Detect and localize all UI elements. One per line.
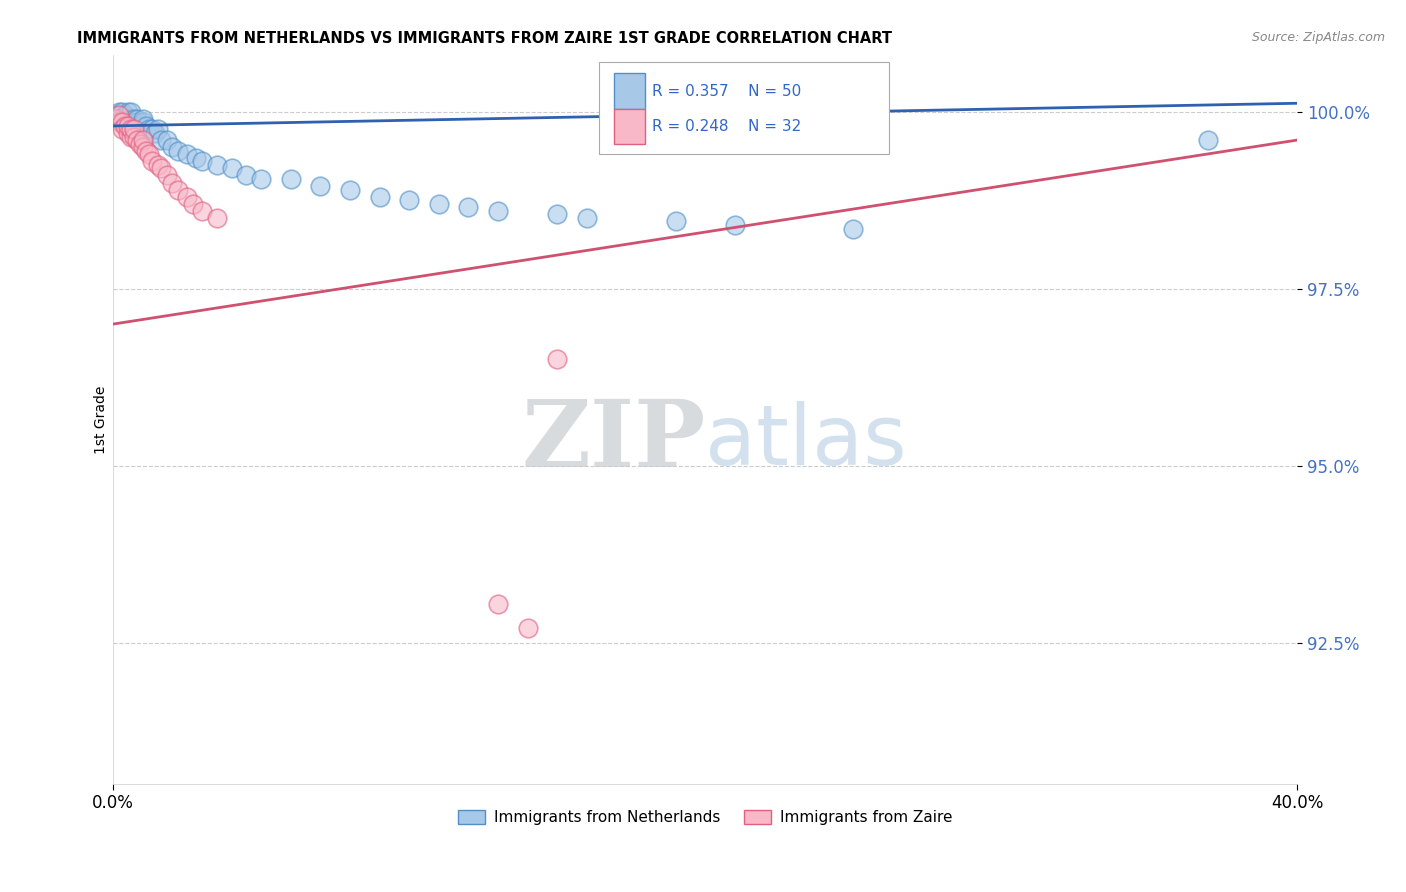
Point — [132, 112, 155, 126]
Point — [162, 140, 184, 154]
FancyBboxPatch shape — [599, 62, 889, 153]
Point — [120, 129, 142, 144]
Point — [162, 176, 184, 190]
Point — [575, 211, 598, 225]
Point — [605, 119, 627, 133]
Point — [146, 158, 169, 172]
Point — [132, 115, 155, 129]
Text: R = 0.248    N = 32: R = 0.248 N = 32 — [652, 119, 801, 134]
Point — [114, 119, 136, 133]
Point — [186, 151, 208, 165]
Point — [221, 161, 243, 176]
Point — [117, 112, 139, 126]
Point — [149, 161, 172, 176]
Point — [486, 203, 509, 218]
Point — [149, 133, 172, 147]
Y-axis label: 1st Grade: 1st Grade — [94, 385, 108, 454]
Point — [398, 193, 420, 207]
Text: ZIP: ZIP — [522, 396, 706, 486]
Point — [176, 189, 198, 203]
Point — [105, 112, 128, 126]
Point — [129, 136, 152, 151]
Point — [138, 147, 160, 161]
FancyBboxPatch shape — [614, 109, 645, 145]
Point — [111, 112, 134, 126]
Point — [138, 122, 160, 136]
Point — [125, 133, 148, 147]
Point — [280, 172, 302, 186]
Point — [132, 133, 155, 147]
Point — [146, 122, 169, 136]
Point — [665, 214, 688, 228]
Point — [111, 122, 134, 136]
Point — [108, 112, 131, 126]
Legend: Immigrants from Netherlands, Immigrants from Zaire: Immigrants from Netherlands, Immigrants … — [451, 804, 959, 831]
Point — [125, 112, 148, 126]
Point — [191, 203, 214, 218]
Point — [120, 122, 142, 136]
Point — [486, 597, 509, 611]
Point — [842, 221, 865, 235]
Point — [132, 140, 155, 154]
Point — [141, 154, 163, 169]
Point — [339, 183, 361, 197]
Text: atlas: atlas — [706, 401, 907, 482]
Point — [129, 119, 152, 133]
Point — [1197, 133, 1219, 147]
Point — [120, 112, 142, 126]
Text: Source: ZipAtlas.com: Source: ZipAtlas.com — [1251, 31, 1385, 45]
Point — [235, 169, 257, 183]
Point — [167, 183, 190, 197]
Point — [176, 147, 198, 161]
Text: IMMIGRANTS FROM NETHERLANDS VS IMMIGRANTS FROM ZAIRE 1ST GRADE CORRELATION CHART: IMMIGRANTS FROM NETHERLANDS VS IMMIGRANT… — [77, 31, 893, 46]
Point — [117, 126, 139, 140]
Point — [122, 119, 145, 133]
Point — [108, 108, 131, 122]
Point — [105, 108, 128, 122]
Point — [141, 122, 163, 136]
Point — [250, 172, 273, 186]
Point — [368, 189, 391, 203]
Point — [191, 154, 214, 169]
Point — [181, 196, 204, 211]
Point — [120, 115, 142, 129]
Point — [120, 104, 142, 119]
Point — [117, 119, 139, 133]
Point — [427, 196, 450, 211]
Point — [122, 112, 145, 126]
Point — [111, 115, 134, 129]
Point — [108, 104, 131, 119]
Point — [114, 115, 136, 129]
Point — [546, 207, 568, 221]
Point — [167, 144, 190, 158]
Point — [111, 104, 134, 119]
Point — [205, 211, 228, 225]
FancyBboxPatch shape — [614, 73, 645, 109]
Point — [724, 218, 747, 232]
Point — [516, 621, 538, 635]
Point — [205, 158, 228, 172]
Point — [546, 352, 568, 367]
Point — [143, 126, 166, 140]
Point — [125, 115, 148, 129]
Point — [117, 115, 139, 129]
Point — [117, 104, 139, 119]
Point — [309, 179, 332, 194]
Point — [155, 169, 177, 183]
Point — [135, 119, 157, 133]
Text: R = 0.357    N = 50: R = 0.357 N = 50 — [652, 84, 801, 99]
Point — [155, 133, 177, 147]
Point — [122, 122, 145, 136]
Point — [122, 129, 145, 144]
Point — [135, 144, 157, 158]
Point — [457, 200, 479, 214]
Point — [108, 115, 131, 129]
Point — [114, 108, 136, 122]
